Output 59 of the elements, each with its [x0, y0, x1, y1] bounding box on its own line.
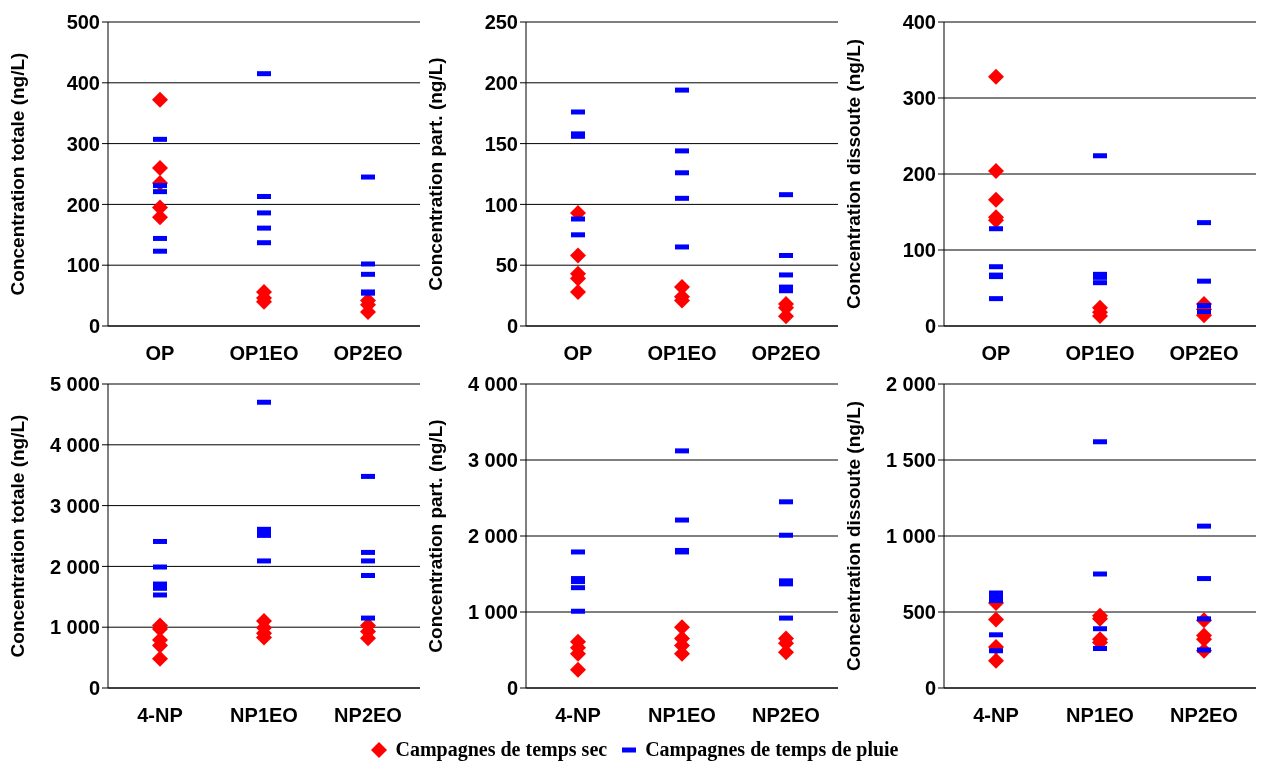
x-tick-label: OP1EO — [1065, 342, 1135, 365]
y-axis-title: Concentration totale (ng/L) — [6, 52, 28, 296]
y-tick-label: 0 — [924, 315, 936, 338]
x-tick-label: OP2EO — [751, 342, 821, 365]
y-tick-label: 400 — [66, 71, 100, 94]
x-tick-label: NP1EO — [230, 704, 298, 727]
legend-label: Campagnes de temps de pluie — [645, 738, 899, 761]
x-tick-label: NP1EO — [648, 704, 716, 727]
y-tick-label: 2 000 — [467, 525, 518, 548]
y-tick-label: 0 — [88, 677, 100, 700]
x-tick-label: 4-NP — [973, 704, 1019, 727]
y-tick-label: 1 000 — [467, 601, 518, 624]
x-tick-label: OP2EO — [1169, 342, 1239, 365]
x-tick-label: OP — [145, 342, 175, 365]
x-tick-label: NP2EO — [752, 704, 820, 727]
x-tick-label: OP1EO — [229, 342, 299, 365]
y-tick-label: 300 — [66, 132, 100, 155]
y-tick-label: 1 000 — [885, 525, 936, 548]
y-tick-label: 5 000 — [49, 373, 100, 396]
y-tick-label: 1 500 — [885, 449, 936, 472]
y-tick-label: 200 — [902, 163, 936, 186]
y-tick-label: 50 — [495, 254, 518, 277]
y-tick-label: 0 — [506, 315, 518, 338]
x-tick-label: OP1EO — [647, 342, 717, 365]
y-tick-label: 500 — [902, 601, 936, 624]
y-tick-label: 0 — [506, 677, 518, 700]
y-axis-title: Concentration dissoute (ng/L) — [842, 38, 864, 310]
x-tick-label: NP2EO — [334, 704, 402, 727]
x-tick-label: OP2EO — [333, 342, 403, 365]
y-axis-title: Concentration part. (ng/L) — [424, 419, 446, 653]
y-tick-label: 3 000 — [467, 449, 518, 472]
y-tick-label: 3 000 — [49, 494, 100, 517]
y-tick-label: 100 — [66, 254, 100, 277]
y-axis-title: Concentration dissoute (ng/L) — [842, 400, 864, 672]
y-tick-label: 0 — [88, 315, 100, 338]
y-tick-label: 200 — [66, 193, 100, 216]
x-tick-label: OP — [563, 342, 593, 365]
y-tick-label: 1 000 — [49, 616, 100, 639]
x-tick-label: OP — [981, 342, 1011, 365]
y-tick-label: 150 — [484, 132, 518, 155]
y-tick-label: 300 — [902, 87, 936, 110]
x-tick-label: 4-NP — [137, 704, 183, 727]
y-tick-label: 2 000 — [885, 373, 936, 396]
y-tick-label: 100 — [902, 239, 936, 262]
y-tick-label: 500 — [66, 11, 100, 34]
y-tick-label: 2 000 — [49, 555, 100, 578]
x-tick-label: NP1EO — [1066, 704, 1134, 727]
y-axis-title: Concentration part. (ng/L) — [424, 57, 446, 291]
legend-label: Campagnes de temps sec — [395, 738, 608, 761]
y-tick-label: 4 000 — [467, 373, 518, 396]
y-tick-label: 250 — [484, 11, 518, 34]
x-tick-label: NP2EO — [1170, 704, 1238, 727]
y-tick-label: 0 — [924, 677, 936, 700]
y-axis-title: Concentration totale (ng/L) — [6, 414, 28, 658]
y-tick-label: 200 — [484, 71, 518, 94]
y-tick-label: 4 000 — [49, 433, 100, 456]
y-tick-label: 100 — [484, 193, 518, 216]
x-tick-label: 4-NP — [555, 704, 601, 727]
y-tick-label: 400 — [902, 11, 936, 34]
